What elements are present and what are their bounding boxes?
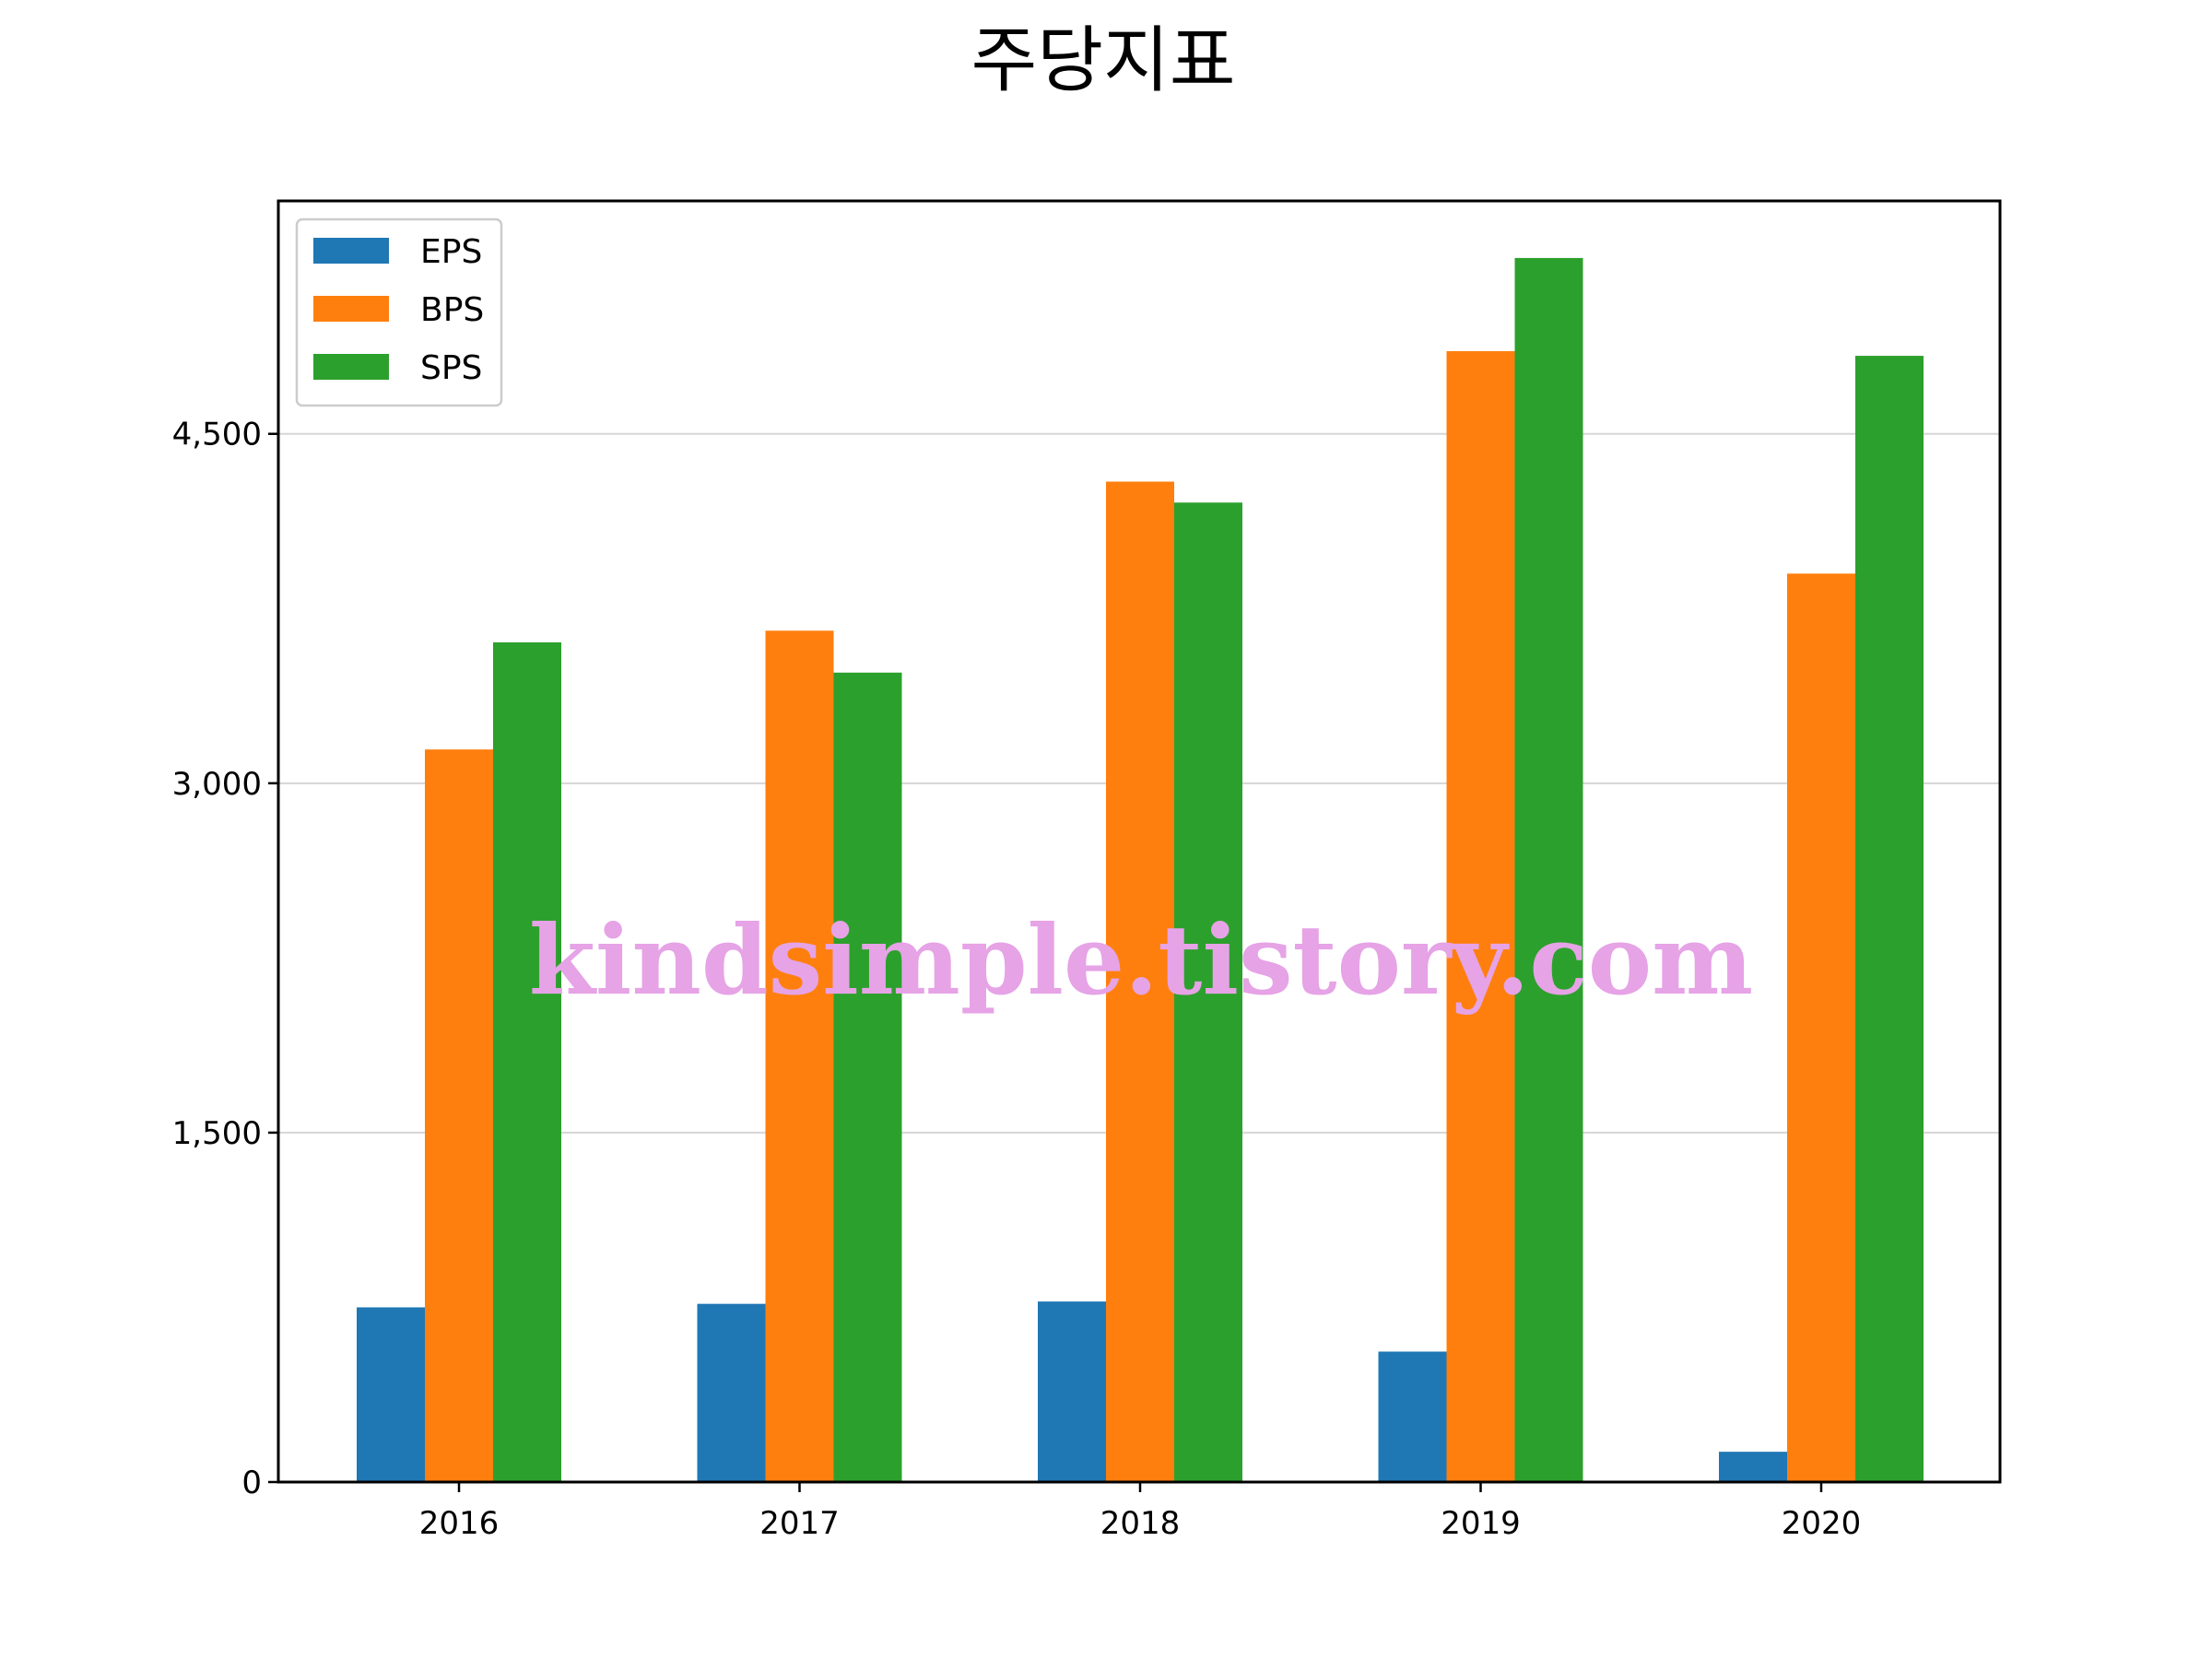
legend-swatch-bps [313, 296, 389, 322]
x-tick-label: 2016 [419, 1505, 500, 1542]
watermark-text: kindsimple.tistory.com [529, 903, 1753, 1017]
bar-sps-2020 [1855, 356, 1924, 1483]
bar-eps-2018 [1038, 1301, 1106, 1482]
legend-swatch-sps [313, 354, 389, 380]
bar-eps-2016 [357, 1307, 425, 1482]
bar-bps-2016 [425, 749, 493, 1482]
legend-label-bps: BPS [420, 291, 484, 329]
bar-eps-2020 [1719, 1452, 1787, 1482]
legend-label-eps: EPS [420, 233, 482, 271]
legend-swatch-eps [313, 238, 389, 264]
y-tick-label: 0 [241, 1465, 262, 1501]
bar-sps-2018 [1174, 502, 1242, 1483]
bar-bps-2017 [765, 630, 834, 1482]
legend-label-sps: SPS [420, 349, 482, 387]
x-tick-label: 2020 [1782, 1505, 1862, 1542]
bar-bps-2018 [1106, 481, 1174, 1482]
legend: EPS BPS SPS [295, 218, 503, 407]
bars [357, 257, 1924, 1483]
chart-title: 주당지표 [971, 19, 1235, 102]
bar-bps-2019 [1446, 351, 1515, 1483]
bar-eps-2017 [697, 1303, 766, 1482]
bar-eps-2019 [1378, 1351, 1447, 1482]
y-tick-label: 1,500 [172, 1115, 262, 1152]
y-tick-label: 4,500 [172, 417, 262, 453]
x-tick-label: 2019 [1441, 1505, 1521, 1542]
x-tick-label: 2018 [1100, 1505, 1181, 1542]
bar-sps-2019 [1514, 257, 1583, 1482]
bar-sps-2016 [493, 641, 561, 1482]
bar-sps-2017 [833, 672, 902, 1482]
y-tick-label: 3,000 [172, 766, 262, 803]
bar-bps-2020 [1787, 573, 1855, 1482]
ticks: 0 1,500 3,000 4,500 2016 2017 2018 2019 2020 [172, 417, 1862, 1542]
x-tick-label: 2017 [759, 1505, 840, 1542]
